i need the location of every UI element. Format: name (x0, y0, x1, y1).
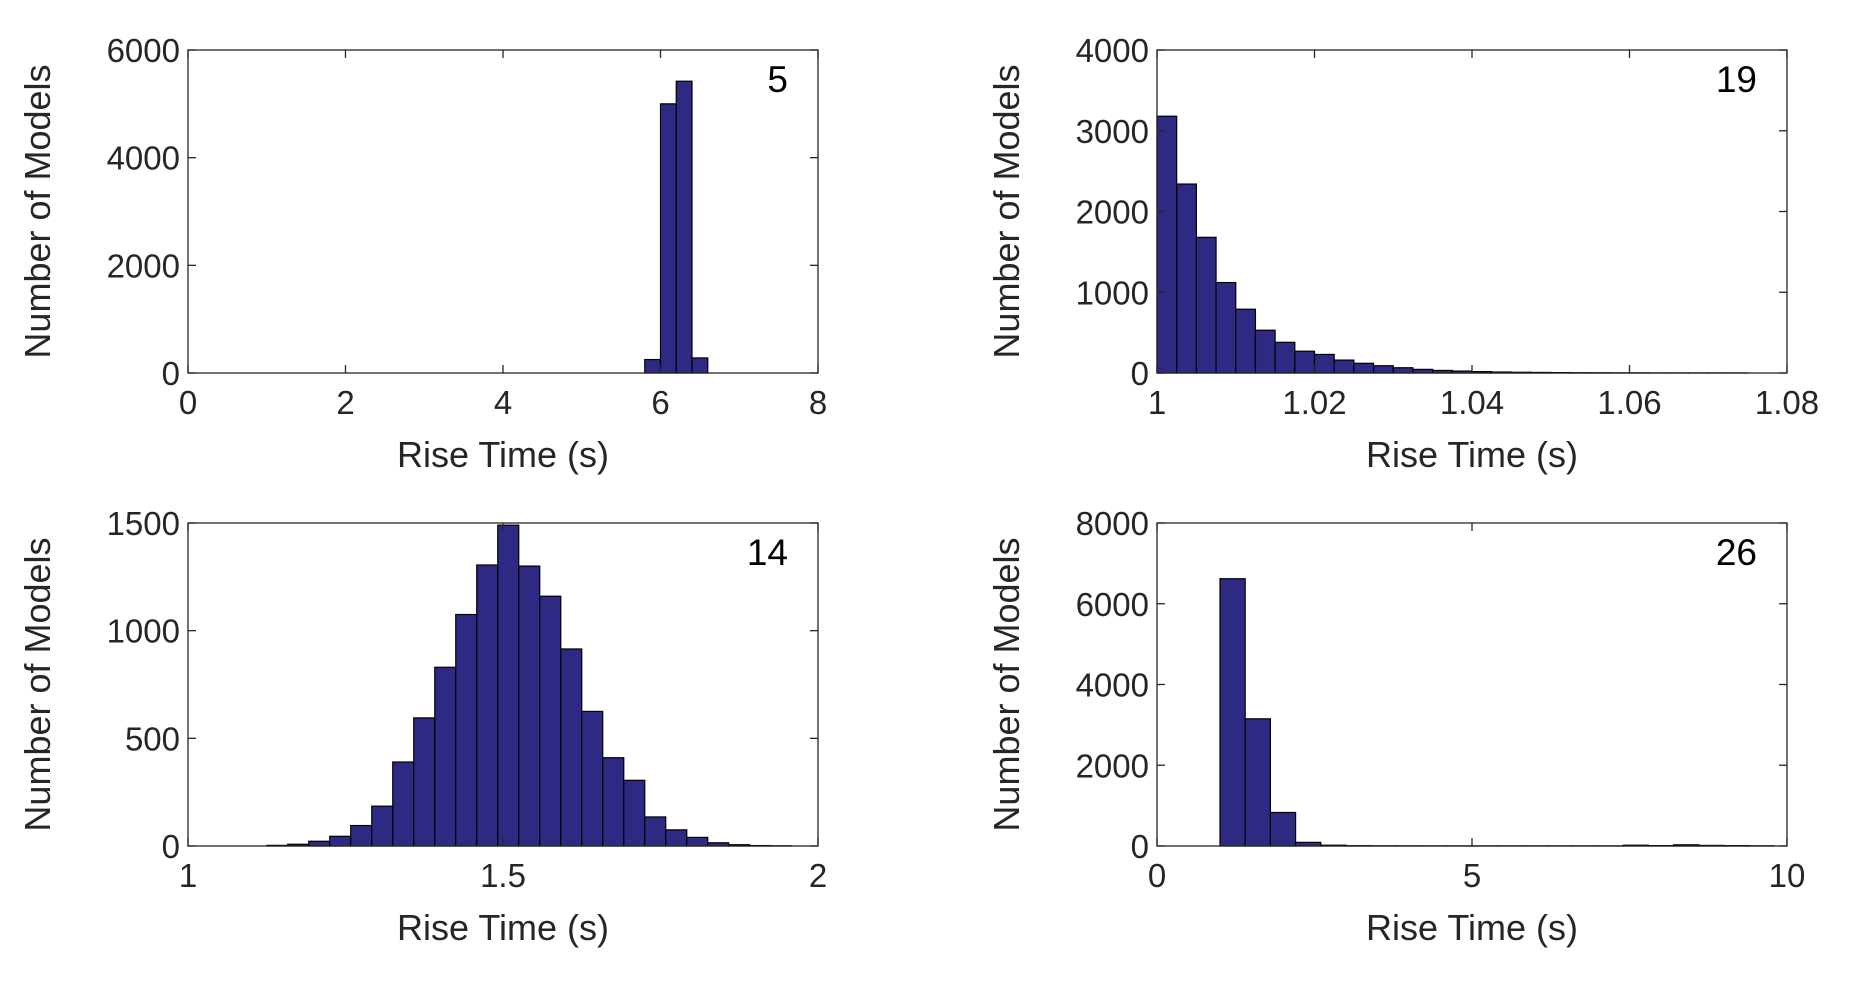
histogram-bar (308, 840, 331, 847)
x-tick-label: 1.02 (1282, 384, 1346, 421)
y-tick-label: 0 (1131, 355, 1149, 392)
histogram-bar (1176, 183, 1197, 374)
y-tick-label: 2000 (1076, 747, 1149, 784)
x-axis-title: Rise Time (s) (1366, 434, 1578, 475)
histogram-bar (350, 824, 373, 847)
x-tick-label: 1 (1148, 384, 1166, 421)
panel-number-label: 5 (767, 59, 788, 100)
histogram-bar (455, 613, 478, 847)
histogram-bar (1215, 281, 1237, 374)
y-tick-label: 4000 (107, 140, 180, 177)
x-tick-label: 1 (179, 857, 197, 894)
y-tick-label: 4000 (1076, 32, 1149, 69)
histogram-bar (1353, 362, 1375, 374)
histogram-bar (581, 710, 604, 847)
histogram-bar (665, 829, 688, 847)
histogram-bar (497, 524, 520, 847)
histogram-bar (644, 816, 667, 847)
histogram-bar (623, 779, 646, 847)
x-tick-label: 0 (179, 384, 197, 421)
chart-panel-3: 1 1.5 2 0 500 1000 1500 Rise Time (s) Number of … (17, 505, 827, 948)
histogram-bar (329, 835, 352, 847)
histogram-bar (1269, 811, 1297, 847)
chart-panel-4: 0 5 10 0 2000 4000 6000 8000 Rise Time (s) Number… (986, 505, 1805, 948)
x-tick-label: 1.08 (1755, 384, 1819, 421)
histogram-bar (518, 565, 541, 847)
x-tick-label: 1.06 (1597, 384, 1661, 421)
histogram-bar (392, 761, 415, 847)
chart-panel-2: 1 1.02 1.04 1.06 1.08 0 1000 2000 3000 4000 Rise T… (986, 32, 1819, 475)
histogram-bar (1294, 350, 1316, 374)
histogram-bar (675, 80, 693, 374)
histogram-bar (602, 757, 625, 847)
histogram-bar (1333, 359, 1355, 374)
histogram-bar (1313, 353, 1335, 374)
x-tick-label: 8 (809, 384, 827, 421)
histogram-bar (1235, 308, 1257, 374)
y-tick-label: 2000 (107, 247, 180, 284)
histogram-bar (644, 358, 662, 374)
histogram-bar (1392, 367, 1414, 374)
x-tick-label: 0 (1148, 857, 1166, 894)
x-tick-label: 1.04 (1440, 384, 1504, 421)
y-tick-label: 6000 (107, 32, 180, 69)
histogram-bar (1156, 115, 1178, 374)
x-tick-label: 2 (336, 384, 354, 421)
histogram-bar (560, 648, 583, 847)
y-tick-label: 4000 (1076, 667, 1149, 704)
x-axis-title: Rise Time (s) (397, 434, 609, 475)
histogram-bar (1274, 341, 1296, 374)
x-tick-label: 5 (1463, 857, 1481, 894)
histogram-bar (1195, 236, 1217, 374)
y-tick-label: 3000 (1076, 113, 1149, 150)
y-axis-title: Number of Models (17, 64, 58, 358)
panel-number-label: 19 (1716, 59, 1757, 100)
histogram-bar (476, 564, 499, 847)
chart-panel-1: 0 2 4 6 8 0 2000 4000 6000 Rise Time (s) Number of… (17, 32, 827, 475)
histogram-bar (434, 666, 457, 847)
histogram-bar (659, 103, 677, 374)
y-tick-label: 0 (162, 828, 180, 865)
histogram-bar (1219, 578, 1246, 847)
x-axis-title: Rise Time (s) (397, 907, 609, 948)
x-tick-label: 10 (1769, 857, 1806, 894)
histogram-bars (1156, 115, 1749, 374)
x-tick-label: 6 (651, 384, 669, 421)
y-tick-label: 1500 (107, 505, 180, 542)
y-tick-label: 8000 (1076, 505, 1149, 542)
histogram-bar (686, 836, 709, 847)
y-tick-label: 0 (162, 355, 180, 392)
histogram-bar (691, 357, 709, 374)
x-tick-label: 1.5 (480, 857, 526, 894)
y-tick-label: 1000 (107, 613, 180, 650)
histogram-bar (539, 595, 562, 847)
y-tick-label: 2000 (1076, 194, 1149, 231)
histogram-bar (1254, 329, 1276, 374)
panel-number-label: 14 (747, 532, 788, 573)
histogram-bar (371, 805, 394, 847)
y-axis-title: Number of Models (986, 537, 1027, 831)
histogram-bar (1372, 365, 1394, 374)
x-axis-title: Rise Time (s) (1366, 907, 1578, 948)
histogram-bar (413, 717, 436, 847)
x-tick-label: 4 (494, 384, 512, 421)
histogram-bar (1244, 718, 1271, 847)
histogram-bars (644, 80, 709, 374)
y-axis-title: Number of Models (17, 537, 58, 831)
y-tick-label: 1000 (1076, 274, 1149, 311)
y-tick-label: 0 (1131, 828, 1149, 865)
x-tick-label: 2 (809, 857, 827, 894)
y-axis-title: Number of Models (986, 64, 1027, 358)
y-tick-label: 6000 (1076, 586, 1149, 623)
panel-number-label: 26 (1716, 532, 1757, 573)
y-tick-label: 500 (125, 720, 180, 757)
